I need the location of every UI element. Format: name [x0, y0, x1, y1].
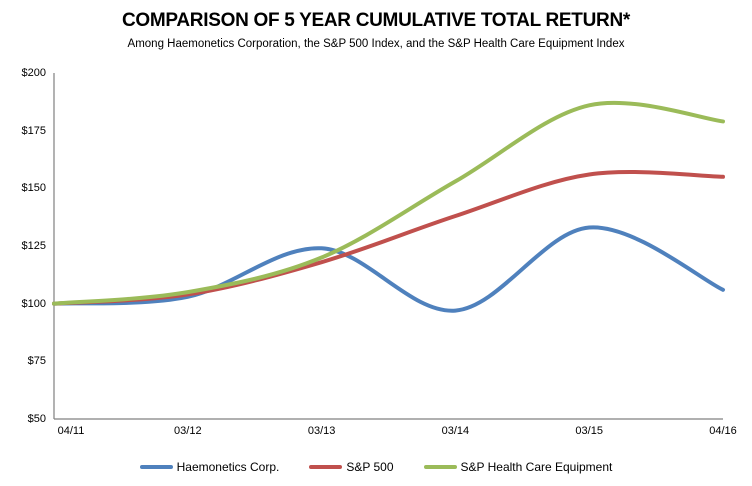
legend-label: S&P 500: [346, 460, 394, 474]
y-tick-label: $50: [27, 413, 46, 425]
legend-swatch-icon: [139, 465, 173, 469]
chart-legend: Haemonetics Corp. S&P 500 S&P Health Care …: [0, 460, 752, 474]
legend-item-2: S&P Health Care Equipment: [423, 460, 613, 474]
series-line-2: [52, 100, 725, 306]
y-tick-label: $100: [21, 297, 46, 310]
legend-label: Haemonetics Corp.: [176, 460, 280, 474]
y-tick-label: $125: [21, 240, 46, 252]
chart-subtitle: Among Haemonetics Corporation, the S&P 5…: [127, 38, 625, 50]
x-tick-label: 04/16: [709, 425, 737, 437]
x-tick-label: 03/15: [575, 425, 603, 437]
chart-title: COMPARISON OF 5 YEAR CUMULATIVE TOTAL RE…: [122, 10, 630, 31]
y-tick-label: $150: [21, 182, 46, 195]
y-tick-label: $175: [21, 124, 46, 137]
legend-item-1: S&P 500: [309, 460, 394, 474]
series-line-1: [52, 170, 725, 306]
x-tick-label: 03/13: [307, 425, 336, 437]
legend-item-0: Haemonetics Corp.: [139, 460, 280, 474]
x-tick-label: 04/11: [57, 425, 85, 437]
legend-swatch-icon: [423, 465, 457, 469]
y-tick-label: $200: [21, 67, 46, 79]
legend-label: S&P Health Care Equipment: [460, 460, 613, 474]
y-tick-label: $75: [27, 355, 46, 368]
legend-swatch-icon: [309, 465, 343, 469]
x-tick-label: 03/14: [441, 425, 470, 437]
series-line-0: [52, 225, 725, 313]
x-tick-label: 03/12: [174, 425, 202, 437]
